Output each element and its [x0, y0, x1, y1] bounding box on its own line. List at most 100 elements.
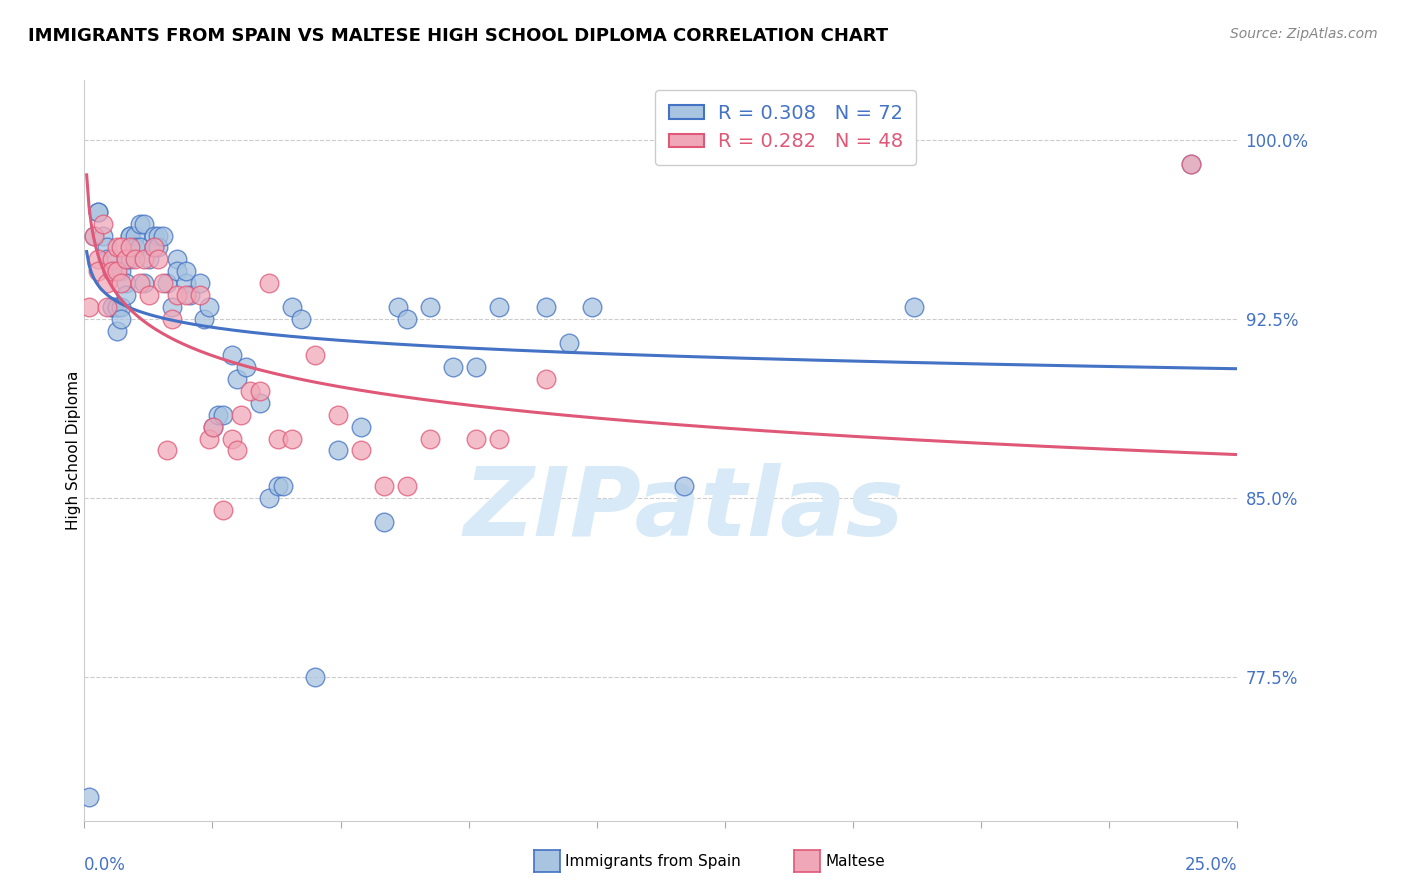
Point: [120, 228, 142, 243]
Point: [267, 479, 290, 493]
Point: [110, 240, 132, 254]
Point: [134, 252, 156, 267]
Point: [110, 277, 132, 291]
Point: [110, 312, 132, 326]
Point: [152, 277, 174, 291]
Point: [146, 228, 169, 243]
Point: [105, 300, 128, 314]
Point: [179, 288, 201, 302]
Point: [396, 479, 419, 493]
Point: [101, 252, 124, 267]
Point: [160, 312, 183, 326]
Point: [101, 300, 124, 314]
Point: [101, 300, 124, 314]
Point: [672, 479, 695, 493]
Point: [166, 264, 188, 278]
Point: [115, 277, 138, 291]
Point: [87, 204, 110, 219]
Point: [77, 789, 100, 804]
Point: [105, 300, 128, 314]
Point: [350, 419, 373, 434]
Point: [83, 228, 105, 243]
Point: [202, 419, 225, 434]
Point: [1180, 157, 1202, 171]
Point: [115, 252, 138, 267]
Point: [160, 300, 183, 314]
Point: [110, 300, 132, 314]
Point: [239, 384, 262, 398]
Point: [326, 443, 349, 458]
Point: [124, 252, 146, 267]
Point: [142, 240, 165, 254]
Point: [166, 252, 188, 267]
Point: [198, 300, 221, 314]
Point: [156, 443, 179, 458]
Point: [207, 408, 229, 422]
Text: Source: ZipAtlas.com: Source: ZipAtlas.com: [1230, 27, 1378, 41]
Y-axis label: High School Diploma: High School Diploma: [66, 371, 80, 530]
Point: [138, 252, 160, 267]
Point: [249, 395, 271, 409]
Point: [534, 300, 557, 314]
Point: [128, 277, 150, 291]
Text: IMMIGRANTS FROM SPAIN VS MALTESE HIGH SCHOOL DIPLOMA CORRELATION CHART: IMMIGRANTS FROM SPAIN VS MALTESE HIGH SC…: [28, 27, 889, 45]
Point: [120, 252, 142, 267]
Point: [419, 432, 441, 446]
Point: [281, 300, 304, 314]
Point: [290, 312, 312, 326]
Point: [373, 479, 395, 493]
Point: [225, 443, 247, 458]
Point: [87, 204, 110, 219]
Point: [101, 264, 124, 278]
Point: [96, 240, 118, 254]
Point: [166, 288, 188, 302]
Point: [96, 252, 118, 267]
Point: [235, 359, 257, 374]
Point: [174, 264, 197, 278]
Text: ZIPatlas: ZIPatlas: [464, 463, 904, 557]
Point: [221, 348, 243, 362]
Text: 25.0%: 25.0%: [1185, 856, 1237, 874]
Point: [101, 264, 124, 278]
Point: [198, 432, 221, 446]
Point: [142, 240, 165, 254]
Point: [138, 288, 160, 302]
Point: [903, 300, 925, 314]
Point: [115, 288, 138, 302]
Legend: R = 0.308   N = 72, R = 0.282   N = 48: R = 0.308 N = 72, R = 0.282 N = 48: [655, 90, 917, 165]
Point: [105, 264, 128, 278]
Point: [83, 228, 105, 243]
Point: [387, 300, 409, 314]
Point: [581, 300, 603, 314]
Point: [465, 432, 488, 446]
Point: [373, 515, 395, 529]
Point: [134, 277, 156, 291]
Text: Maltese: Maltese: [825, 855, 884, 869]
Point: [281, 432, 304, 446]
Point: [304, 670, 326, 684]
Point: [211, 408, 233, 422]
Point: [120, 240, 142, 254]
Text: Immigrants from Spain: Immigrants from Spain: [565, 855, 741, 869]
Point: [77, 300, 100, 314]
Point: [249, 384, 271, 398]
Point: [146, 240, 169, 254]
Point: [326, 408, 349, 422]
Point: [96, 300, 118, 314]
Point: [124, 228, 146, 243]
Point: [124, 240, 146, 254]
Text: 0.0%: 0.0%: [84, 856, 127, 874]
Point: [193, 312, 215, 326]
Point: [87, 264, 110, 278]
Point: [488, 300, 510, 314]
Point: [105, 324, 128, 338]
Point: [110, 264, 132, 278]
Point: [488, 432, 510, 446]
Point: [257, 277, 280, 291]
Point: [134, 217, 156, 231]
Point: [1180, 157, 1202, 171]
Point: [465, 359, 488, 374]
Point: [174, 277, 197, 291]
Point: [142, 228, 165, 243]
Point: [225, 372, 247, 386]
